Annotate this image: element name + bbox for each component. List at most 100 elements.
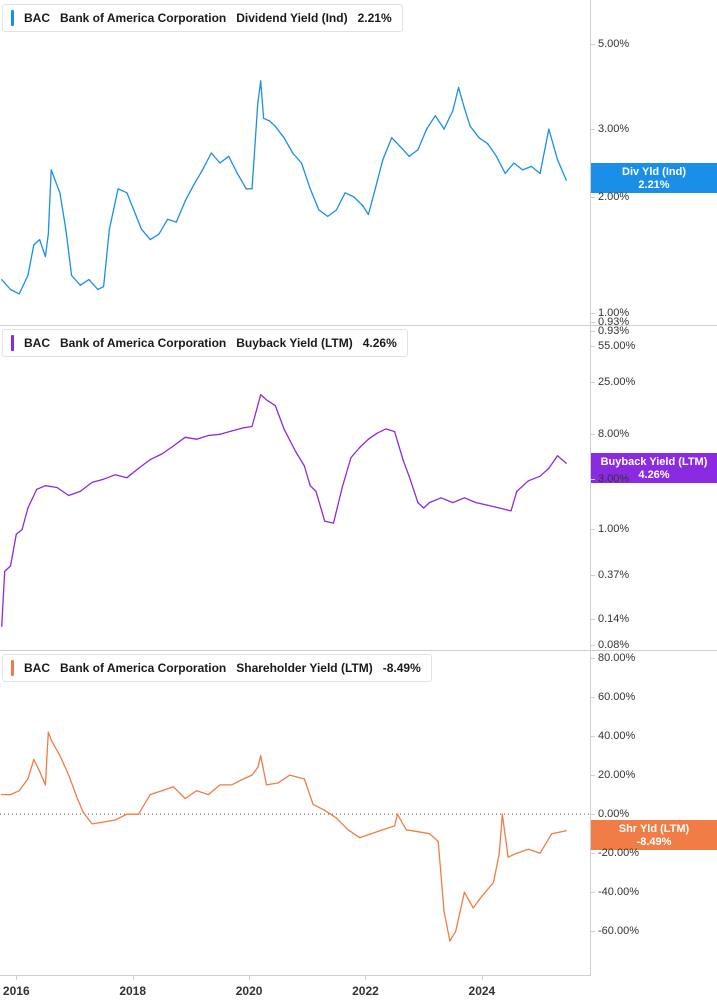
data-point [458, 86, 460, 88]
data-point [332, 522, 335, 524]
data-point [324, 520, 326, 522]
data-point [289, 774, 291, 776]
data-point [428, 502, 431, 504]
data-point [408, 475, 410, 477]
data-point [295, 450, 297, 453]
data-point [565, 462, 567, 464]
data-point [315, 490, 317, 492]
data-point [539, 172, 541, 175]
data-point [367, 438, 369, 440]
data-point [353, 196, 355, 198]
data-point [9, 794, 12, 796]
data-point [359, 837, 361, 839]
data-point [565, 830, 567, 832]
data-point [263, 117, 265, 119]
buyback-last-value: 4.26% [362, 336, 397, 350]
data-point [251, 774, 253, 776]
y-tick-mark [590, 331, 595, 332]
y-tick-mark [590, 645, 595, 646]
data-point [242, 427, 244, 429]
data-point [172, 445, 174, 447]
data-point [201, 169, 204, 171]
data-point [97, 288, 99, 291]
y-tick-label: -20.00% [598, 847, 639, 860]
y-tick-label: 55.00% [598, 340, 636, 353]
data-point [71, 274, 73, 277]
data-point [91, 823, 93, 825]
data-point [434, 115, 436, 117]
data-point [108, 228, 110, 230]
data-point [498, 507, 500, 509]
data-point [478, 137, 480, 139]
data-point [274, 125, 276, 127]
y-tick-label: 40.00% [598, 730, 636, 743]
data-point [50, 169, 52, 171]
data-point [300, 162, 303, 164]
data-point [475, 502, 477, 504]
data-point [9, 288, 12, 291]
buyback-ticker: BAC [24, 336, 50, 350]
data-point [33, 758, 35, 761]
dividend-swatch [11, 10, 14, 26]
data-point [228, 155, 230, 157]
data-point [309, 485, 311, 487]
data-point [21, 528, 23, 531]
data-point [59, 755, 61, 757]
data-point [47, 233, 49, 235]
data-point [463, 497, 465, 499]
y-tick-mark [590, 658, 595, 659]
data-point [373, 192, 375, 194]
data-point [172, 786, 174, 788]
data-point [312, 803, 314, 805]
data-point [149, 459, 151, 461]
data-point [548, 128, 550, 130]
data-point [33, 244, 35, 246]
data-point [236, 172, 238, 175]
data-point [158, 233, 160, 235]
y-tick-mark [590, 322, 595, 323]
y-tick-mark [590, 479, 595, 481]
y-tick-mark [590, 931, 595, 933]
data-point [231, 430, 233, 432]
data-point [487, 504, 489, 506]
data-point [455, 930, 457, 932]
data-point [539, 475, 541, 477]
data-point [167, 218, 169, 220]
data-point [498, 852, 500, 854]
data-point [551, 833, 553, 835]
panel-divider-1 [0, 325, 717, 326]
data-point [516, 852, 518, 854]
y-tick-mark [590, 43, 595, 45]
dividend-metric: Dividend Yield (Ind) [236, 11, 348, 25]
data-point [283, 428, 285, 430]
data-point [565, 179, 567, 181]
data-point [426, 128, 428, 130]
data-point [548, 467, 550, 469]
data-point [303, 778, 305, 780]
y-tick-mark [590, 312, 595, 314]
data-point [79, 284, 81, 286]
data-point [210, 152, 212, 154]
data-point [1, 279, 3, 281]
data-point [341, 486, 343, 489]
data-point [428, 833, 431, 835]
data-point [1, 794, 3, 796]
y-tick-label: 0.08% [598, 639, 630, 651]
y-tick-label: -60.00% [598, 925, 639, 938]
dividend-badge-value: 2.21% [638, 179, 670, 191]
data-point [260, 394, 262, 396]
data-point [516, 490, 518, 492]
data-point [527, 480, 530, 482]
data-point [335, 209, 337, 211]
data-point [510, 510, 512, 512]
x-axis-line [0, 975, 591, 976]
data-point [463, 107, 465, 109]
data-point [103, 286, 105, 288]
data-point [309, 188, 311, 190]
data-point [367, 213, 369, 216]
data-point [39, 770, 41, 772]
y-tick-mark [590, 892, 595, 894]
data-point [417, 149, 419, 151]
data-point [117, 188, 119, 190]
data-point [242, 778, 244, 780]
